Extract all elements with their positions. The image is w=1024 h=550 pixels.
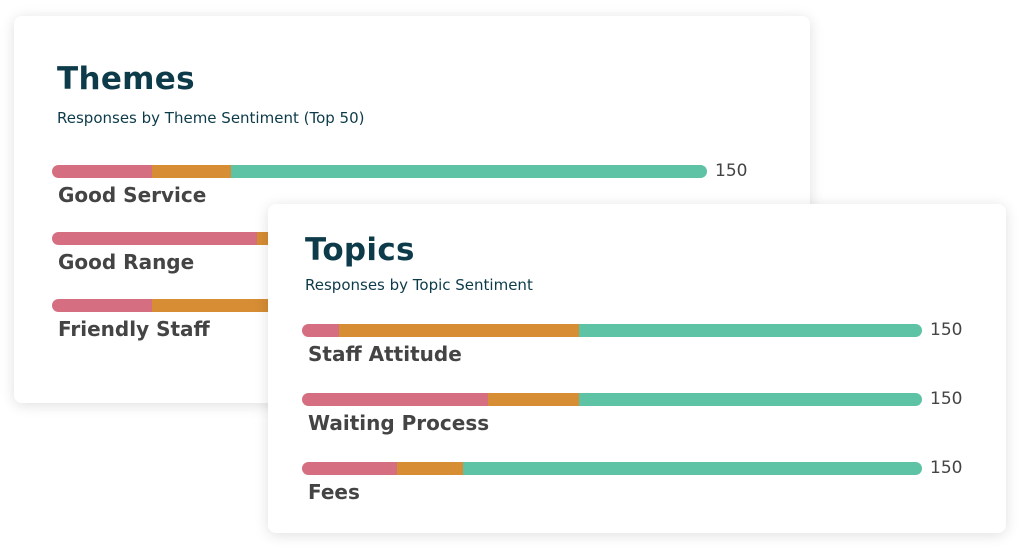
stacked-bar — [302, 324, 922, 337]
bar-total: 150 — [715, 161, 748, 181]
bar-segment-negative — [302, 324, 340, 337]
themes-title: Themes — [57, 61, 195, 97]
stacked-bar — [302, 393, 922, 406]
bar-segment-neutral — [152, 165, 232, 178]
bar-label: Waiting Process — [308, 411, 490, 435]
topics-card: Topics Responses by Topic Sentiment 150 S… — [268, 204, 1006, 533]
bar-label: Good Range — [58, 250, 195, 274]
themes-subtitle: Responses by Theme Sentiment (Top 50) — [57, 109, 365, 127]
bar-label: Staff Attitude — [308, 342, 462, 366]
bar-segment-positive — [578, 324, 922, 337]
topics-subtitle: Responses by Topic Sentiment — [305, 276, 533, 294]
bar-segment-negative — [52, 232, 258, 245]
bar-segment-negative — [302, 462, 398, 475]
stacked-bar — [302, 462, 922, 475]
bar-segment-positive — [463, 462, 922, 475]
bar-total: 150 — [930, 320, 963, 340]
bar-label: Good Service — [58, 183, 207, 207]
bar-segment-negative — [52, 299, 153, 312]
bar-segment-positive — [578, 393, 922, 406]
stacked-bar — [52, 165, 707, 178]
bar-segment-neutral — [339, 324, 579, 337]
bar-label: Fees — [308, 480, 360, 504]
bar-segment-neutral — [397, 462, 464, 475]
bar-segment-positive — [231, 165, 707, 178]
bar-label: Friendly Staff — [58, 317, 210, 341]
bar-total: 150 — [930, 389, 963, 409]
bar-total: 150 — [930, 458, 963, 478]
bar-segment-negative — [52, 165, 153, 178]
topics-title: Topics — [305, 232, 415, 268]
bar-segment-negative — [302, 393, 488, 406]
bar-segment-neutral — [488, 393, 579, 406]
